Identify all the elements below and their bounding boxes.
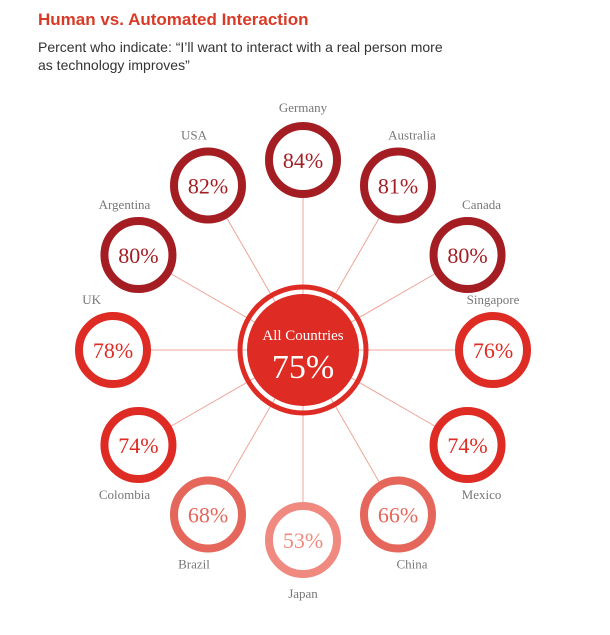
- value-label-germany: 84%: [283, 148, 323, 173]
- ring-singapore: [455, 312, 531, 388]
- country-label-uk: UK: [82, 292, 101, 307]
- country-bubbles: 84% Germany 81% Australia 80% Canada 76% Singap…: [75, 100, 531, 601]
- value-label-singapore: 76%: [473, 338, 513, 363]
- ring-colombia: [100, 407, 177, 483]
- bubble-japan: 53%: [265, 502, 341, 578]
- value-label-uk: 78%: [93, 338, 133, 363]
- value-label-japan: 53%: [283, 528, 323, 553]
- bubble-australia: 81%: [360, 147, 436, 224]
- country-label-argentina: Argentina: [99, 197, 151, 212]
- ring-brazil: [170, 476, 246, 553]
- bubble-usa: 82%: [170, 147, 246, 224]
- bubble-china: 66%: [360, 476, 436, 553]
- bubble-germany: 84%: [265, 122, 341, 198]
- ring-usa: [170, 147, 246, 224]
- ring-uk: [75, 312, 151, 388]
- country-label-brazil: Brazil: [178, 557, 210, 572]
- center-inner-disc: [247, 294, 359, 406]
- value-label-argentina: 80%: [118, 243, 158, 268]
- country-label-usa: USA: [181, 127, 208, 142]
- center-bubble: All Countries 75%: [237, 284, 369, 416]
- chart-title: Human vs. Automated Interaction: [38, 10, 309, 29]
- value-label-usa: 82%: [188, 173, 228, 198]
- country-label-japan: Japan: [288, 586, 318, 601]
- bubble-uk: 78%: [75, 312, 151, 388]
- chart-subtitle: Percent who indicate: “I’ll want to inte…: [38, 39, 443, 73]
- ring-mexico: [429, 407, 506, 483]
- value-label-china: 66%: [378, 503, 418, 528]
- bubble-colombia: 74%: [100, 407, 177, 483]
- ring-china: [360, 476, 436, 553]
- country-label-canada: Canada: [462, 197, 501, 212]
- ring-argentina: [100, 217, 177, 293]
- country-label-germany: Germany: [279, 100, 328, 115]
- value-label-australia: 81%: [378, 173, 418, 198]
- country-label-colombia: Colombia: [99, 487, 151, 502]
- center-label: All Countries: [262, 328, 343, 344]
- bubble-brazil: 68%: [170, 476, 246, 553]
- center-value: 75%: [272, 349, 334, 386]
- ring-canada: [429, 217, 506, 293]
- bubble-argentina: 80%: [100, 217, 177, 293]
- ring-japan: [265, 502, 341, 578]
- ring-germany: [265, 122, 341, 198]
- center-outer-ring: [237, 284, 369, 416]
- bubble-canada: 80%: [429, 217, 506, 293]
- country-label-mexico: Mexico: [462, 487, 502, 502]
- value-label-mexico: 74%: [447, 433, 487, 458]
- value-label-brazil: 68%: [188, 503, 228, 528]
- country-label-singapore: Singapore: [467, 292, 520, 307]
- bubble-mexico: 74%: [429, 407, 506, 483]
- ring-australia: [360, 147, 436, 224]
- country-label-australia: Australia: [388, 127, 436, 142]
- value-label-colombia: 74%: [118, 433, 158, 458]
- bubble-singapore: 76%: [455, 312, 531, 388]
- country-label-china: China: [396, 557, 427, 572]
- value-label-canada: 80%: [447, 243, 487, 268]
